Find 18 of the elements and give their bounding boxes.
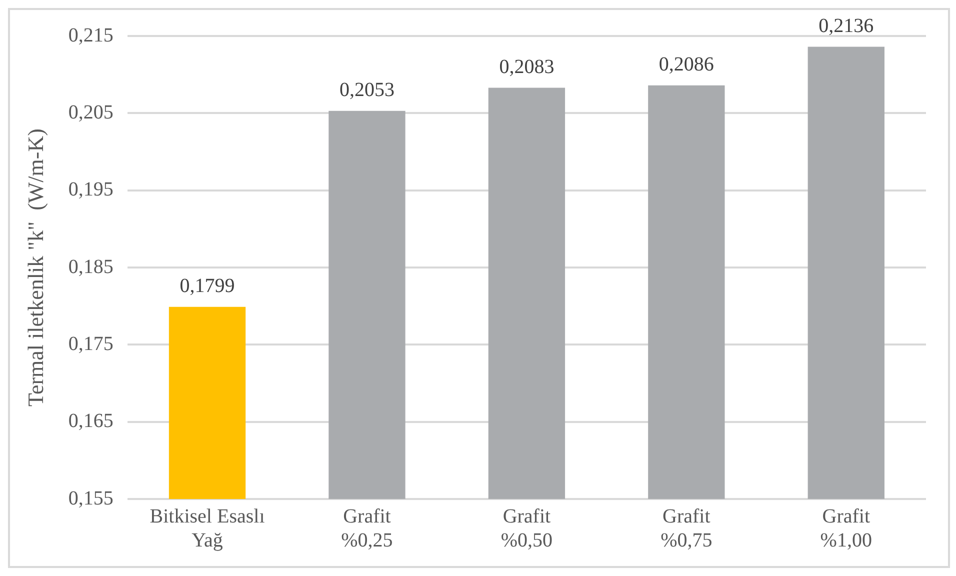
data-label: 0,2136 [818, 15, 874, 38]
x-tick-label: Grafit %1,00 [820, 505, 872, 552]
y-tick-label: 0,165 [68, 410, 114, 432]
y-tick-label: 0,185 [68, 256, 114, 278]
y-tick-label: 0,175 [68, 332, 114, 355]
y-axis-title: Termal iletkenlik "k" (W/m-K) [22, 128, 48, 406]
x-tick-label: Bitkisel Esaslı Yağ [150, 505, 266, 552]
x-tick-label: Grafit %0,50 [500, 505, 553, 552]
y-tick-label: 0,155 [68, 487, 114, 510]
y-tick-label: 0,195 [68, 178, 114, 201]
y-tick-label: 0,205 [68, 101, 114, 124]
data-label: 0,2083 [499, 56, 554, 78]
data-label: 0,2053 [339, 79, 394, 102]
data-label: 0,2086 [658, 54, 714, 76]
data-label: 0,1799 [180, 275, 235, 298]
y-tick-label: 0,215 [68, 24, 114, 46]
x-tick-label: Grafit %0,25 [341, 505, 393, 552]
x-tick-label: Grafit %0,75 [660, 505, 712, 552]
